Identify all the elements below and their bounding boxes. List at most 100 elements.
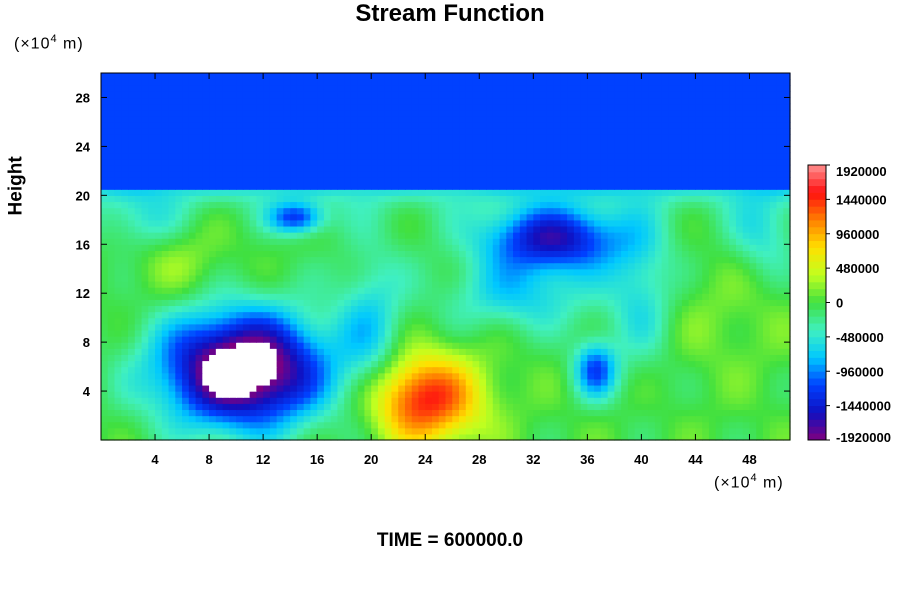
heatmap-cell bbox=[101, 354, 109, 362]
heatmap-cell bbox=[600, 311, 609, 319]
heatmap-cell bbox=[121, 152, 129, 160]
heatmap-cell bbox=[404, 170, 413, 178]
heatmap-cell bbox=[459, 384, 467, 392]
heatmap-cell bbox=[614, 195, 622, 203]
heatmap-cell bbox=[148, 427, 156, 435]
heatmap-cell bbox=[560, 354, 568, 362]
heatmap-cell bbox=[675, 274, 683, 282]
heatmap-cell bbox=[769, 342, 778, 349]
heatmap-cell bbox=[114, 323, 122, 331]
heatmap-cell bbox=[668, 366, 676, 374]
heatmap-cell bbox=[161, 421, 170, 429]
heatmap-cell bbox=[648, 201, 656, 209]
heatmap-cell bbox=[729, 250, 737, 258]
heatmap-cell bbox=[188, 152, 197, 160]
heatmap-cell bbox=[695, 299, 703, 307]
heatmap-cell bbox=[377, 280, 386, 288]
heatmap-cell bbox=[141, 323, 149, 331]
heatmap-cell bbox=[486, 348, 494, 355]
heatmap-cell bbox=[648, 189, 656, 196]
heatmap-cell bbox=[708, 348, 717, 355]
heatmap-cell bbox=[263, 164, 271, 172]
heatmap-cell bbox=[776, 274, 784, 282]
heatmap-cell bbox=[350, 433, 359, 441]
heatmap-cell bbox=[350, 244, 359, 251]
heatmap-cell bbox=[310, 403, 318, 411]
heatmap-cell bbox=[594, 317, 602, 325]
heatmap-cell bbox=[330, 403, 339, 411]
heatmap-cell bbox=[323, 299, 332, 307]
heatmap-cell bbox=[256, 256, 264, 264]
heatmap-cell bbox=[479, 232, 487, 239]
heatmap-cell bbox=[506, 378, 514, 386]
heatmap-cell bbox=[600, 433, 609, 441]
heatmap-cell bbox=[155, 372, 163, 380]
heatmap-cell bbox=[560, 195, 568, 203]
heatmap-cell bbox=[533, 232, 541, 239]
heatmap-cell bbox=[141, 158, 149, 166]
heatmap-cell bbox=[708, 342, 717, 349]
heatmap-cell bbox=[182, 366, 190, 374]
heatmap-cell bbox=[283, 317, 291, 325]
heatmap-cell bbox=[648, 403, 656, 411]
heatmap-cell bbox=[762, 158, 771, 166]
heatmap-cell bbox=[452, 378, 460, 386]
heatmap-cell bbox=[256, 397, 264, 404]
heatmap-cell bbox=[614, 433, 622, 441]
heatmap-cell bbox=[519, 293, 528, 300]
heatmap-cell bbox=[283, 219, 291, 227]
heatmap-cell bbox=[168, 140, 176, 147]
heatmap-cell bbox=[486, 189, 494, 196]
heatmap-cell bbox=[681, 146, 690, 154]
heatmap-cell bbox=[391, 299, 399, 307]
heatmap-cell bbox=[506, 189, 514, 196]
heatmap-cell bbox=[540, 421, 548, 429]
heatmap-cell bbox=[107, 146, 116, 154]
heatmap-cell bbox=[708, 232, 717, 239]
heatmap-cell bbox=[377, 293, 386, 300]
heatmap-cell bbox=[128, 170, 136, 178]
heatmap-cell bbox=[479, 336, 487, 343]
heatmap-cell bbox=[762, 317, 771, 325]
heatmap-cell bbox=[229, 225, 237, 233]
heatmap-cell bbox=[148, 329, 156, 337]
heatmap-cell bbox=[357, 152, 366, 160]
heatmap-cell bbox=[296, 384, 305, 392]
heatmap-cell bbox=[587, 146, 595, 154]
heatmap-cell bbox=[303, 232, 311, 239]
heatmap-cell bbox=[182, 305, 190, 313]
heatmap-cell bbox=[256, 201, 264, 209]
heatmap-cell bbox=[323, 329, 332, 337]
heatmap-cell bbox=[168, 262, 176, 270]
heatmap-cell bbox=[546, 219, 555, 227]
heatmap-cell bbox=[168, 403, 176, 411]
heatmap-cell bbox=[661, 256, 670, 264]
heatmap-cell bbox=[580, 403, 588, 411]
heatmap-cell bbox=[236, 293, 244, 300]
heatmap-cell bbox=[600, 354, 609, 362]
heatmap-cell bbox=[600, 219, 609, 227]
heatmap-cell bbox=[668, 397, 676, 404]
heatmap-cell bbox=[445, 384, 453, 392]
heatmap-cell bbox=[263, 189, 271, 196]
heatmap-cell bbox=[499, 329, 507, 337]
heatmap-cell bbox=[209, 274, 217, 282]
heatmap-cell bbox=[499, 391, 507, 398]
heatmap-cell bbox=[600, 152, 609, 160]
heatmap-cell bbox=[283, 238, 291, 245]
heatmap-cell bbox=[486, 225, 494, 233]
heatmap-cell bbox=[411, 305, 420, 313]
heatmap-cell bbox=[513, 354, 521, 362]
heatmap-cell bbox=[236, 433, 244, 441]
heatmap-cell bbox=[762, 287, 771, 294]
heatmap-cell bbox=[107, 152, 116, 160]
heatmap-cell bbox=[735, 403, 744, 411]
heatmap-cell bbox=[134, 397, 143, 404]
heatmap-cell bbox=[486, 311, 494, 319]
heatmap-cell bbox=[533, 409, 541, 417]
heatmap-cell bbox=[519, 250, 528, 258]
heatmap-cell bbox=[391, 293, 399, 300]
heatmap-cell bbox=[377, 189, 386, 196]
heatmap-cell bbox=[681, 262, 690, 270]
